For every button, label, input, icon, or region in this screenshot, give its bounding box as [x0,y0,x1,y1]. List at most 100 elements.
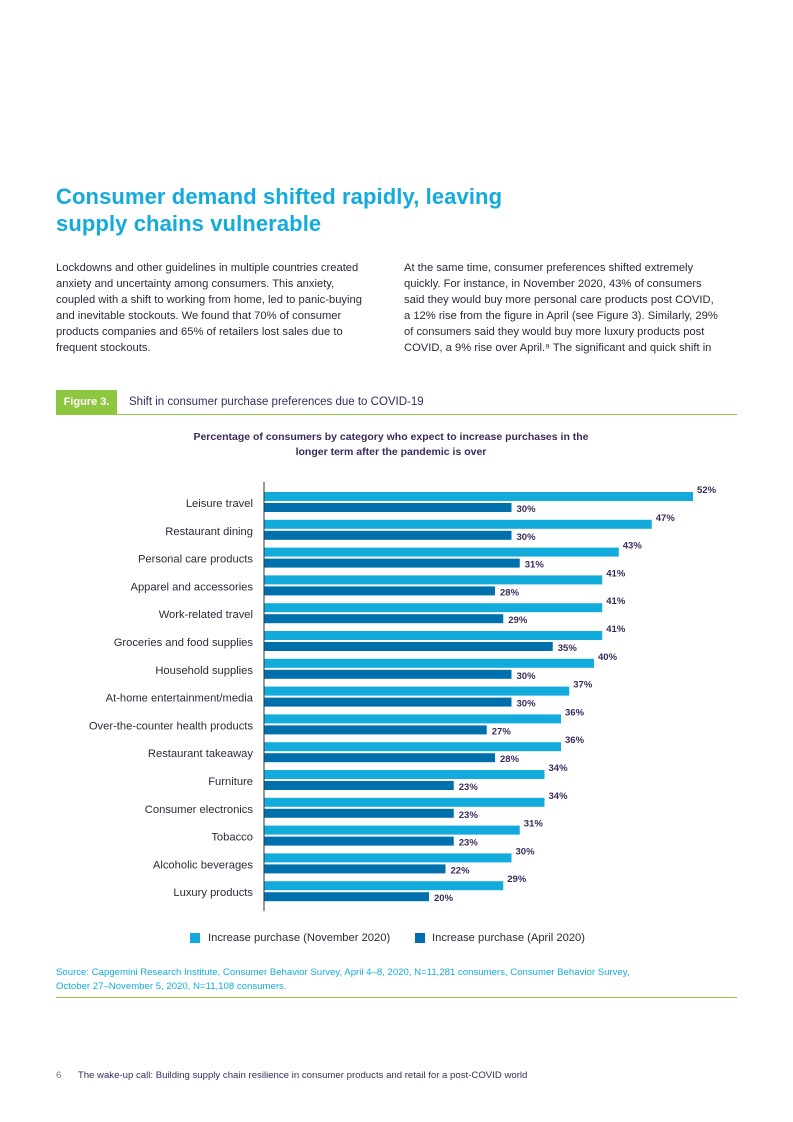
legend-swatch-april [415,933,425,943]
data-label-april: 35% [558,643,578,654]
bar-november [264,825,520,835]
data-label-april: 29% [508,615,528,626]
data-label-april: 23% [459,838,479,849]
category-label: Work-related travel [159,609,253,621]
bar-november [264,631,603,640]
category-label: At-home entertainment/media [106,693,254,705]
data-label-november: 34% [549,791,569,802]
bar-april [264,697,512,707]
bar-april [264,642,553,651]
bar-april [264,725,487,735]
bar-april [264,781,454,790]
body-line: At the same time, consumer preferences s… [404,262,694,274]
data-label-april: 30% [517,532,537,543]
bar-november [264,519,652,529]
bar-november [264,881,504,891]
bar-november [264,686,570,696]
data-label-november: 41% [606,624,626,635]
bar-november [264,575,603,585]
body-line: a 12% rise from the figure in April (see… [404,310,718,323]
chart-title-line-1: Percentage of consumers by category who … [193,431,589,443]
data-label-november: 37% [573,680,593,691]
data-label-april: 30% [517,699,537,710]
data-label-april: 23% [459,782,479,793]
body-line: Lockdowns and other guidelines in multip… [56,262,359,274]
bar-april [264,503,512,512]
data-label-april: 31% [525,560,545,571]
data-label-april: 20% [434,893,454,904]
legend-label-november: Increase purchase (November 2020) [208,932,391,944]
bar-november [264,714,561,724]
category-label: Restaurant dining [165,526,253,538]
bar-november [264,797,545,807]
data-label-november: 30% [516,846,536,857]
body-text-right: At the same time, consumer preferences s… [404,260,744,357]
page-number: 6 [56,1070,62,1081]
source-note: Source: Capgemini Research Institute, Co… [56,966,737,998]
category-label: Tobacco [211,832,253,844]
page-footer: 6 The wake-up call: Building supply chai… [56,1070,527,1081]
body-line: products companies and 65% of retailers … [56,326,343,339]
bar-april [264,558,520,568]
bar-april [264,669,512,679]
legend-label-april: Increase purchase (April 2020) [432,932,585,944]
body-text-left: Lockdowns and other guidelines in multip… [56,260,396,357]
bar-april [264,808,454,818]
section-heading: Consumer demand shifted rapidly, leaving… [56,183,576,237]
chart-title-line-2: longer term after the pandemic is over [295,445,487,458]
figure-title: Shift in consumer purchase preferences d… [129,396,424,408]
bar-april [264,753,495,763]
figure-header: Figure 3. Shift in consumer purchase pre… [56,390,737,415]
category-label: Consumer electronics [145,804,254,816]
data-label-april: 28% [500,587,520,598]
body-line: coupled with a shift to working from hom… [56,294,362,307]
data-label-april: 30% [517,671,537,682]
data-label-november: 41% [606,596,626,607]
category-label: Over-the-counter health products [89,720,254,732]
bar-april [264,530,512,540]
data-label-april: 23% [459,810,479,821]
category-label: Groceries and food supplies [114,637,254,649]
body-line: and inevitable stockouts. We found that … [56,310,342,323]
bar-april [264,586,495,596]
bar-november [264,603,603,613]
body-line: COVID, a 9% rise over April.⁹ The signif… [404,342,712,355]
legend-swatch-november [190,933,200,943]
data-label-november: 47% [656,513,676,524]
footer-title: The wake-up call: Building supply chain … [77,1070,528,1081]
category-label: Alcoholic beverages [153,859,254,871]
category-label: Apparel and accessories [130,581,253,593]
data-label-november: 52% [697,485,717,496]
category-label: Luxury products [173,887,253,899]
data-label-november: 36% [565,707,585,718]
bar-april [264,836,454,846]
heading-line-1: Consumer demand shifted rapidly, leaving [56,184,503,209]
bar-november [264,547,619,557]
category-label: Furniture [208,776,253,788]
body-line: of consumers said they would buy more lu… [404,326,705,339]
category-label: Leisure travel [186,498,253,510]
bar-november [264,770,545,779]
body-line: anxiety and uncertainty among consumers.… [56,278,335,291]
data-label-november: 34% [549,763,569,774]
bar-november [264,658,594,668]
category-label: Personal care products [138,554,253,566]
bar-november [264,853,512,863]
data-label-november: 36% [565,735,585,746]
source-line-1: Source: Capgemini Research Institute, Co… [56,967,630,978]
chart-title: Percentage of consumers by category who … [150,430,632,459]
data-label-april: 28% [500,754,520,765]
body-line: said they would buy more personal care p… [404,294,714,307]
figure-tag: Figure 3. [56,390,117,414]
data-label-november: 40% [598,652,618,663]
source-line-2: October 27–November 5, 2020, N=11,108 co… [56,980,287,992]
body-line: quickly. For instance, in November 2020,… [404,278,702,291]
data-label-november: 31% [524,819,544,830]
bar-november [264,742,561,752]
data-label-november: 43% [623,541,643,552]
data-label-november: 29% [507,874,527,885]
bar-april [264,864,446,874]
bar-november [264,492,693,501]
data-label-april: 30% [517,504,537,515]
